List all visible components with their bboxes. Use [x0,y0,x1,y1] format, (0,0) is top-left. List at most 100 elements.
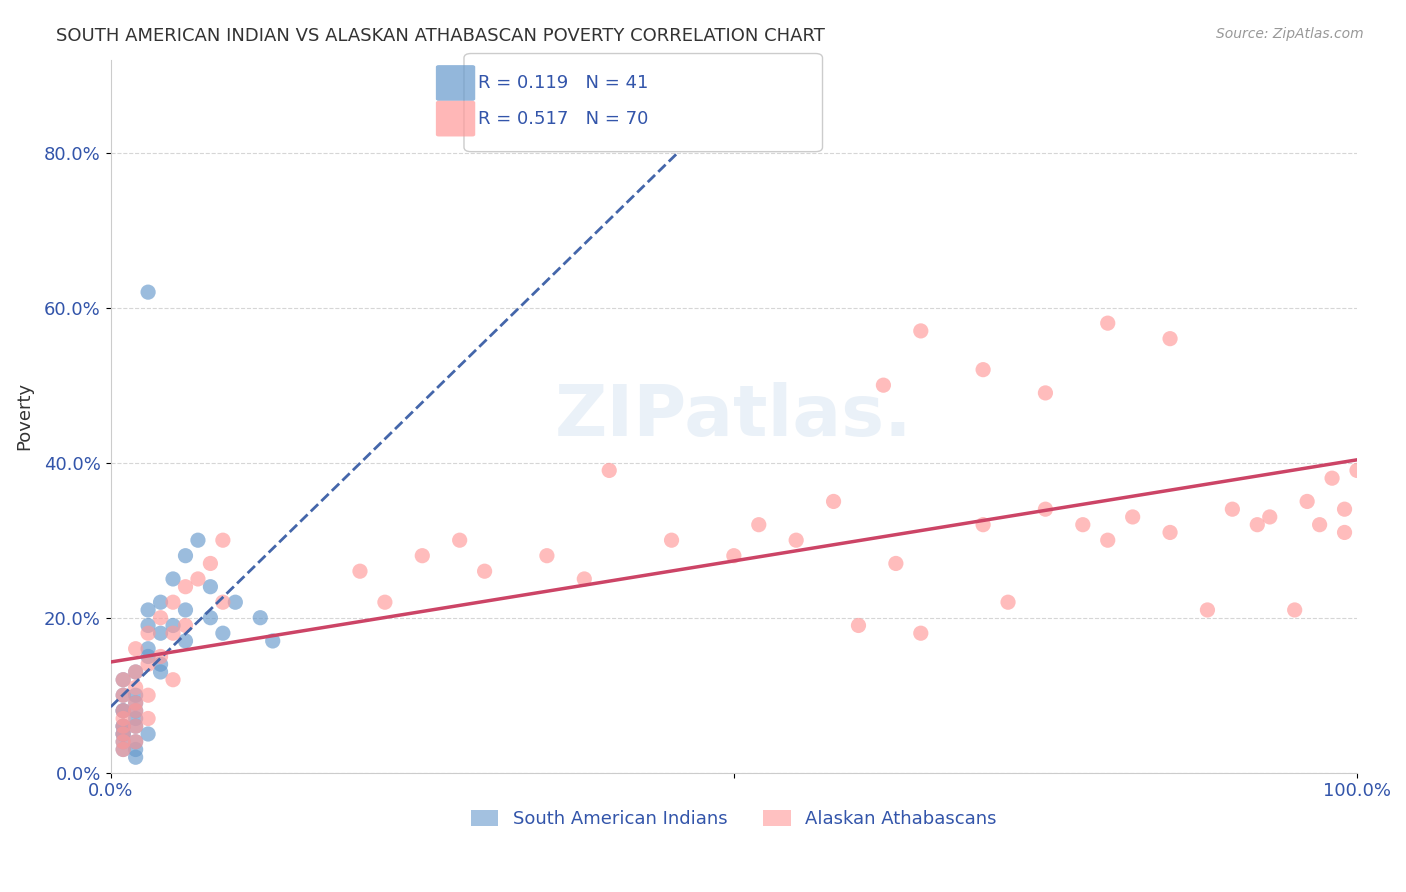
Point [124,704,146,718]
Point [249,611,271,625]
Point [162,618,184,632]
Point [124,735,146,749]
Point [1035,385,1057,400]
Point [187,533,209,548]
Point [598,463,620,477]
Point [112,704,135,718]
Point [723,549,745,563]
Point [124,711,146,725]
Point [112,735,135,749]
Point [212,626,235,640]
Point [1035,502,1057,516]
Text: R = 0.119   N = 41: R = 0.119 N = 41 [478,74,648,92]
Point [1284,603,1306,617]
Point [136,626,159,640]
Point [149,595,172,609]
Point [112,711,135,725]
Point [1296,494,1319,508]
Point [149,665,172,679]
Point [112,727,135,741]
Point [1346,463,1368,477]
Point [136,649,159,664]
Y-axis label: Poverty: Poverty [15,382,32,450]
Point [136,657,159,672]
Point [411,549,433,563]
Point [124,681,146,695]
Point [124,665,146,679]
Point [112,742,135,756]
Point [124,688,146,702]
Point [112,727,135,741]
Point [112,719,135,733]
Point [112,688,135,702]
Point [1097,316,1119,330]
Point [910,626,932,640]
Point [661,533,683,548]
Point [112,704,135,718]
Point [124,719,146,733]
Text: Source: ZipAtlas.com: Source: ZipAtlas.com [1216,27,1364,41]
Point [187,572,209,586]
Point [149,626,172,640]
Point [124,665,146,679]
Point [1320,471,1343,485]
Point [872,378,894,392]
Point [449,533,471,548]
Point [848,618,870,632]
Point [112,673,135,687]
Point [785,533,807,548]
Point [1333,525,1355,540]
Point [1122,510,1144,524]
Point [1159,332,1181,346]
Point [200,611,222,625]
Point [1333,502,1355,516]
Point [136,688,159,702]
Point [136,711,159,725]
Point [1222,502,1244,516]
Point [910,324,932,338]
Point [972,517,994,532]
Text: ZIPatlas.: ZIPatlas. [555,382,912,450]
Text: R = 0.517   N = 70: R = 0.517 N = 70 [478,110,648,128]
Point [124,719,146,733]
Point [536,549,558,563]
Point [884,557,907,571]
Point [136,727,159,741]
Point [124,696,146,710]
Point [1246,517,1268,532]
Point [162,572,184,586]
Point [124,750,146,764]
Point [200,557,222,571]
Point [112,688,135,702]
Point [124,742,146,756]
Point [200,580,222,594]
Point [474,564,496,578]
Point [748,517,770,532]
Point [112,673,135,687]
Point [972,362,994,376]
Point [1258,510,1281,524]
Point [112,742,135,756]
Point [136,618,159,632]
Point [174,618,197,632]
Point [1309,517,1331,532]
Point [112,727,135,741]
Point [112,719,135,733]
Point [1071,517,1094,532]
Point [136,603,159,617]
Point [1159,525,1181,540]
Point [174,603,197,617]
Point [162,626,184,640]
Point [136,285,159,300]
Point [374,595,396,609]
Point [162,595,184,609]
Point [124,735,146,749]
Point [174,549,197,563]
Point [574,572,596,586]
Point [174,634,197,648]
Legend: South American Indians, Alaskan Athabascans: South American Indians, Alaskan Athabasc… [464,802,1004,835]
Text: SOUTH AMERICAN INDIAN VS ALASKAN ATHABASCAN POVERTY CORRELATION CHART: SOUTH AMERICAN INDIAN VS ALASKAN ATHABAS… [56,27,825,45]
Point [1197,603,1219,617]
Point [1097,533,1119,548]
Point [136,641,159,656]
